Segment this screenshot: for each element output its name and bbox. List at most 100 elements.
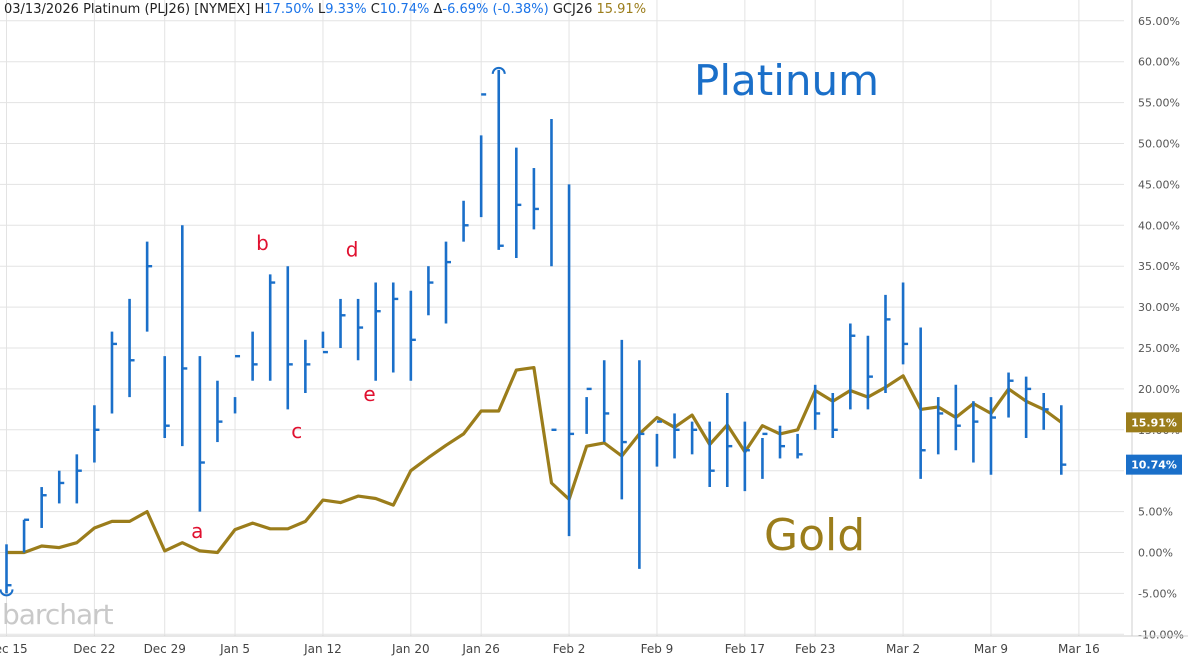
platinum-bar <box>5 544 12 594</box>
chart-header: 03/13/2026 Platinum (PLJ26) [NYMEX] H17.… <box>4 2 646 17</box>
x-tick-label: Dec 29 <box>144 642 186 656</box>
platinum-bar <box>708 421 715 488</box>
header-change-label: Δ <box>433 2 443 17</box>
y-tick-label: 45.00% <box>1138 178 1180 191</box>
x-tick-label: Feb 9 <box>641 642 674 656</box>
platinum-bar <box>22 518 30 553</box>
platinum-bar <box>690 421 698 455</box>
annotation-c: c <box>291 419 302 443</box>
platinum-bar <box>919 327 926 479</box>
platinum-bar <box>304 339 311 393</box>
header-high-label: H <box>254 2 265 17</box>
platinum-bar <box>391 282 399 373</box>
y-tick-label: 60.00% <box>1138 56 1180 69</box>
badge-label: 15.91% <box>1131 416 1177 429</box>
x-tick-label: Feb 17 <box>725 642 765 656</box>
gold-label: Gold <box>764 510 866 561</box>
y-tick-label: 65.00% <box>1138 15 1180 28</box>
platinum-bar <box>251 331 258 381</box>
annotation-d: d <box>346 237 359 261</box>
platinum-bar <box>1007 372 1014 418</box>
platinum-bar <box>796 433 803 459</box>
platinum-bar <box>110 331 117 414</box>
last-value-badge: 10.74% <box>1126 454 1182 475</box>
platinum-bar <box>1060 405 1067 475</box>
annotation-b: b <box>256 231 269 255</box>
header-compare-label: GCJ26 <box>552 2 593 17</box>
x-tick-label: Mar 16 <box>1058 642 1100 656</box>
y-tick-label: 0.00% <box>1138 547 1173 560</box>
platinum-bar <box>321 331 328 354</box>
platinum-bar <box>163 356 170 438</box>
header-close-value: 10.74% <box>379 2 430 17</box>
wave-annotations: a b c d e <box>191 231 376 543</box>
platinum-bar <box>532 168 539 230</box>
platinum-bar <box>989 397 996 475</box>
x-tick-label: Feb 2 <box>553 642 586 656</box>
platinum-bar <box>936 397 944 455</box>
x-tick-label: Mar 2 <box>886 642 920 656</box>
platinum-bar <box>515 147 522 259</box>
platinum-bar <box>725 392 733 488</box>
platinum-bar <box>40 487 47 528</box>
platinum-bar <box>849 323 856 410</box>
platinum-bar <box>1024 376 1032 438</box>
x-tick-label: Jan 5 <box>219 642 250 656</box>
platinum-bar <box>497 69 504 250</box>
platinum-bar <box>128 298 135 398</box>
platinum-bar <box>901 282 909 365</box>
barchart-logo: barchart <box>2 598 114 631</box>
y-tick-label: 40.00% <box>1138 219 1180 232</box>
platinum-bar <box>778 425 786 459</box>
y-tick-label: 5.00% <box>1138 506 1173 519</box>
platinum-bar <box>1042 392 1049 430</box>
platinum-bar <box>673 413 680 459</box>
platinum-bar <box>638 360 645 569</box>
y-tick-label: 55.00% <box>1138 97 1180 110</box>
platinum-bar <box>356 298 364 361</box>
header-symbol: Platinum (PLJ26) [NYMEX] <box>83 2 251 17</box>
platinum-bar <box>181 225 188 447</box>
platinum-bar <box>479 93 487 218</box>
platinum-bar <box>655 420 662 467</box>
last-value-badge: 15.91% <box>1126 412 1182 433</box>
platinum-bar <box>444 241 451 324</box>
header-date: 03/13/2026 <box>4 2 79 17</box>
x-tick-label: Feb 23 <box>795 642 835 656</box>
platinum-bar <box>550 118 557 431</box>
header-low-label: L <box>318 2 326 17</box>
platinum-bar <box>233 354 241 414</box>
x-tick-label: Dec 22 <box>73 642 115 656</box>
platinum-bar <box>427 266 434 316</box>
platinum-bar <box>93 405 100 463</box>
y-tick-label: 25.00% <box>1138 342 1180 355</box>
badge-background <box>1126 454 1182 475</box>
platinum-bar <box>954 384 961 451</box>
platinum-bar <box>813 384 821 430</box>
chart-grid <box>0 0 1124 636</box>
platinum-bar <box>57 470 65 504</box>
y-tick-label: -5.00% <box>1138 587 1177 600</box>
header-high-value: 17.50% <box>264 2 314 17</box>
platinum-bar <box>866 335 873 410</box>
platinum-bar <box>620 339 627 500</box>
platinum-bar <box>216 380 223 443</box>
platinum-bar <box>286 266 293 410</box>
header-compare-value: 15.91% <box>596 2 647 17</box>
platinum-series <box>0 66 1067 597</box>
x-tick-label: Mar 9 <box>974 642 1008 656</box>
header-change-value: -6.69% (-0.38%) <box>442 2 549 17</box>
platinum-bar <box>761 432 768 479</box>
platinum-bar <box>884 294 891 393</box>
high-marker <box>491 66 506 75</box>
low-marker <box>0 589 14 597</box>
header-close-label: C <box>370 2 380 17</box>
x-tick-label: Jan 12 <box>303 642 342 656</box>
platinum-bar <box>972 401 979 463</box>
platinum-label: Platinum <box>694 56 880 105</box>
badge-background <box>1126 412 1182 433</box>
platinum-bar <box>743 421 750 492</box>
platinum-bar <box>339 298 346 348</box>
x-tick-label: Dec 15 <box>0 642 28 656</box>
